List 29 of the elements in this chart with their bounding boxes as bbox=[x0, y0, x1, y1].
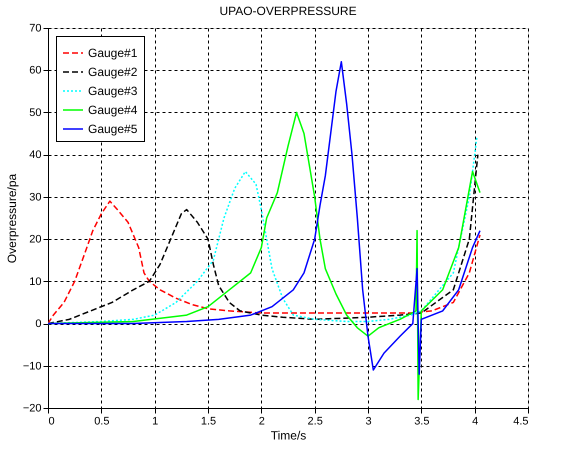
y-tick-label: 20 bbox=[29, 234, 42, 246]
y-tick-label: 60 bbox=[29, 64, 42, 77]
legend-label: Gauge#3 bbox=[88, 84, 138, 98]
x-axis-title: Time/s bbox=[270, 428, 306, 442]
y-tick-label: 70 bbox=[29, 22, 42, 34]
x-tick-label: 0 bbox=[48, 416, 55, 428]
y-axis-title: Overpressure/pa bbox=[4, 173, 19, 264]
x-tick-label: 4.5 bbox=[513, 416, 528, 428]
y-tick-label: −10 bbox=[22, 360, 42, 372]
legend-label: Gauge#5 bbox=[88, 122, 138, 136]
legend-label: Gauge#4 bbox=[88, 103, 138, 117]
legend-label: Gauge#1 bbox=[88, 46, 138, 60]
x-tick-label: 4 bbox=[472, 416, 478, 428]
line-series bbox=[48, 200, 481, 324]
y-tick-label: −20 bbox=[22, 402, 42, 414]
x-tick-label: 2.5 bbox=[308, 416, 323, 428]
x-tick-label: 3.5 bbox=[414, 416, 430, 428]
y-tick-label: 30 bbox=[29, 191, 42, 204]
y-tick-label: 10 bbox=[29, 276, 42, 288]
y-tick-label: 0 bbox=[35, 318, 42, 330]
x-tick-label: 0.5 bbox=[94, 416, 110, 428]
x-tick-label: 1 bbox=[152, 416, 158, 428]
y-tick-label: 50 bbox=[29, 106, 42, 119]
chart-title: UPAO-OVERPRESSURE bbox=[219, 4, 357, 18]
x-tick-label: 3 bbox=[365, 416, 372, 428]
legend-label: Gauge#2 bbox=[88, 65, 138, 79]
x-tick-label: 2 bbox=[258, 416, 265, 428]
x-tick-label: 1.5 bbox=[200, 416, 216, 428]
y-tick-label: 40 bbox=[29, 149, 42, 162]
